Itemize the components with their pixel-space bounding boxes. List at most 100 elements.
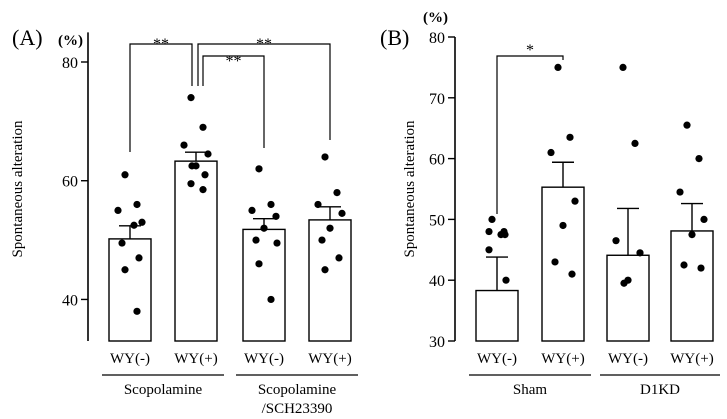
data-point [133, 200, 141, 209]
data-point [260, 224, 268, 232]
bar [174, 160, 218, 342]
data-point [255, 165, 263, 173]
y-tick-label: 60 [429, 152, 445, 169]
x-tick-label: WY(+) [308, 351, 351, 367]
data-point [133, 307, 141, 315]
bar [308, 219, 352, 342]
y-unit-label: (%) [423, 10, 448, 26]
data-point [335, 254, 343, 262]
x-tick-label: WY(-) [244, 351, 284, 367]
data-point [187, 94, 195, 102]
y-tick-label: 80 [429, 30, 445, 47]
data-point [620, 279, 628, 287]
data-point [180, 141, 188, 149]
significance-bracket [197, 43, 331, 140]
y-tick-label: 40 [429, 273, 445, 290]
data-point [255, 260, 263, 268]
group-label: D1KD [640, 382, 680, 398]
significance-label: * [526, 42, 534, 59]
y-axis-label: Spontaneous alteration [402, 120, 418, 258]
data-point [333, 188, 341, 197]
significance-label: ** [226, 53, 242, 70]
data-point [631, 139, 639, 147]
data-point [187, 180, 195, 188]
x-tick-label: WY(-) [477, 351, 517, 367]
group-label: Scopolamine [124, 382, 203, 398]
y-tick-label: 80 [62, 55, 78, 72]
data-point [201, 171, 209, 179]
significance-bracket [202, 55, 265, 148]
data-point [697, 264, 705, 272]
data-point [488, 215, 496, 223]
y-tick-label: 30 [429, 334, 445, 351]
data-point [554, 63, 562, 71]
significance-label: ** [153, 36, 169, 53]
data-point [204, 150, 212, 158]
x-tick-label: WY(+) [174, 351, 217, 367]
data-point [551, 258, 559, 266]
data-point [559, 221, 567, 230]
data-point [118, 239, 126, 247]
bar [475, 289, 519, 342]
significance-label: ** [256, 36, 272, 53]
data-point [547, 148, 555, 157]
data-point [314, 200, 322, 209]
data-point [273, 239, 281, 247]
data-point [568, 270, 576, 278]
chart-panel-1: (A) (%) Spontaneous alteration 40 60 80 WY(-) W… [10, 25, 358, 417]
chart-panel-2: (B) (%) Spontaneous alteration 30 40 50 60 70 80… [380, 10, 720, 398]
y-tick-label: 70 [429, 91, 445, 108]
data-point [130, 221, 138, 229]
group-label: Scopolamine [258, 382, 337, 398]
y-tick-label: 50 [429, 212, 445, 229]
data-point [272, 212, 280, 220]
panel-label: (A) [12, 25, 43, 50]
data-point [636, 249, 644, 257]
data-point [114, 206, 122, 215]
y-tick-label: 60 [62, 174, 78, 191]
y-axis-label: Spontaneous alteration [10, 120, 26, 258]
data-point [566, 133, 574, 141]
data-point [121, 171, 129, 179]
data-point [485, 227, 493, 236]
x-tick-label: WY(+) [670, 351, 713, 367]
data-point [683, 121, 691, 129]
x-tick-label: WY(-) [608, 351, 648, 367]
bar [670, 230, 714, 342]
data-point [321, 266, 329, 274]
data-point [326, 224, 334, 232]
significance-bracket [496, 55, 564, 214]
data-point [199, 123, 207, 131]
data-point [688, 231, 696, 239]
data-point [188, 162, 196, 170]
data-point [497, 231, 505, 239]
data-point [252, 236, 260, 244]
data-point [267, 200, 275, 209]
y-unit-label: (%) [58, 33, 83, 49]
data-point [321, 153, 329, 161]
data-point [138, 218, 146, 226]
x-tick-label: WY(-) [110, 351, 150, 367]
y-tick-label: 40 [62, 292, 78, 309]
data-point [338, 209, 346, 217]
data-point [485, 246, 493, 254]
data-point [267, 295, 275, 304]
bar [108, 238, 152, 342]
bar [541, 186, 585, 342]
data-point [121, 266, 129, 274]
panel-label: (B) [380, 25, 409, 50]
data-point [676, 188, 684, 196]
data-point [248, 206, 256, 215]
data-point [695, 155, 703, 163]
data-point [502, 276, 510, 284]
group-label: Sham [513, 382, 548, 398]
data-point [612, 237, 620, 245]
data-point [199, 186, 207, 194]
group-label: /SCH23390 [262, 401, 333, 417]
data-point [571, 197, 579, 205]
data-point [135, 254, 143, 262]
data-point [619, 63, 627, 71]
data-point [700, 215, 708, 223]
bar [606, 254, 650, 342]
